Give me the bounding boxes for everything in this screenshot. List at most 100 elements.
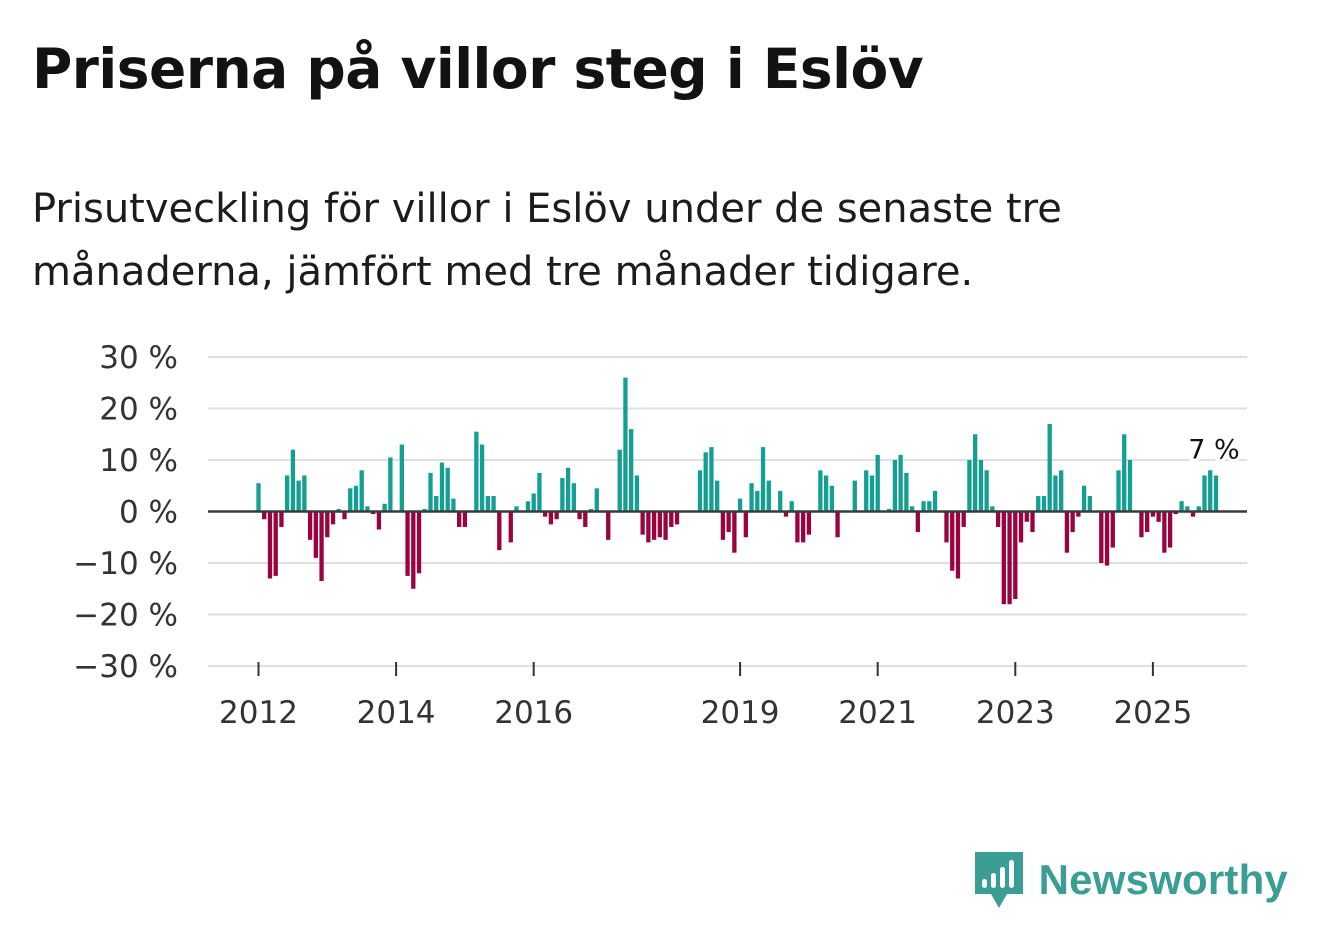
gridlines bbox=[208, 356, 1247, 667]
bar-negative bbox=[1190, 511, 1196, 517]
latest-value-annotation: 7 % bbox=[1185, 431, 1242, 468]
bar-positive bbox=[629, 429, 634, 512]
bar-negative bbox=[1139, 511, 1144, 538]
bar-positive bbox=[749, 483, 754, 512]
bar-positive bbox=[1081, 485, 1087, 512]
bar-negative bbox=[663, 511, 668, 540]
bar-positive bbox=[1179, 501, 1184, 512]
bar-positive bbox=[439, 462, 445, 512]
bar-positive bbox=[973, 434, 978, 512]
bar-positive bbox=[829, 485, 834, 512]
y-tick-label: −30 % bbox=[73, 649, 178, 685]
bar-positive bbox=[594, 488, 599, 512]
bar-positive bbox=[531, 493, 536, 512]
bar-series bbox=[256, 377, 1219, 605]
x-tick-label: 2019 bbox=[701, 695, 780, 731]
bar-negative bbox=[342, 511, 347, 520]
bar-positive bbox=[1087, 496, 1092, 512]
bar-positive bbox=[1036, 496, 1041, 512]
bar-negative bbox=[1145, 511, 1150, 533]
bar-positive bbox=[898, 454, 903, 512]
bar-negative bbox=[376, 511, 382, 530]
bar-chart: 30 %20 %10 %0 %−10 %−20 %−30 % 2012 2014 2… bbox=[73, 340, 1247, 731]
bar-negative bbox=[1150, 511, 1156, 517]
bar-positive bbox=[1053, 475, 1058, 512]
x-axis-ticks: 2012 2014 2016 2019 2021 2023 2025 bbox=[219, 662, 1192, 731]
bar-positive bbox=[491, 496, 496, 512]
bar-positive bbox=[422, 508, 427, 512]
bar-negative bbox=[543, 511, 548, 517]
y-tick-label: 20 % bbox=[99, 392, 178, 428]
bar-negative bbox=[1099, 511, 1104, 563]
bar-negative bbox=[416, 511, 422, 574]
bar-negative bbox=[462, 511, 468, 527]
bar-positive bbox=[1059, 470, 1064, 512]
bar-negative bbox=[371, 511, 376, 515]
bar-positive bbox=[537, 472, 542, 512]
bar-positive bbox=[927, 501, 932, 512]
bar-positive bbox=[990, 506, 995, 512]
bar-negative bbox=[1167, 511, 1173, 548]
bar-negative bbox=[577, 511, 582, 520]
bar-negative bbox=[325, 511, 330, 538]
bar-positive bbox=[428, 472, 433, 512]
bar-positive bbox=[634, 475, 640, 512]
bar-positive bbox=[1185, 506, 1190, 512]
bar-positive bbox=[709, 447, 714, 512]
bar-positive bbox=[302, 475, 307, 512]
bar-positive bbox=[290, 449, 296, 512]
brand-name: Newsworthy bbox=[1038, 856, 1288, 903]
y-tick-label: 30 % bbox=[99, 340, 178, 376]
bar-positive bbox=[565, 467, 571, 512]
chart-subtitle: Prisutveckling för villor i Eslöv under … bbox=[32, 186, 1062, 295]
bar-positive bbox=[715, 480, 720, 512]
bar-negative bbox=[944, 511, 949, 543]
bar-negative bbox=[795, 511, 800, 543]
bar-negative bbox=[554, 511, 559, 520]
bar-positive bbox=[388, 457, 393, 512]
bar-positive bbox=[887, 508, 892, 512]
bar-positive bbox=[932, 490, 938, 512]
bar-negative bbox=[1018, 511, 1024, 543]
bar-negative bbox=[801, 511, 806, 543]
bar-positive bbox=[967, 460, 972, 512]
bar-negative bbox=[1001, 511, 1006, 605]
x-tick-label: 2023 bbox=[976, 695, 1055, 731]
bar-negative bbox=[313, 511, 318, 558]
bar-positive bbox=[1213, 475, 1219, 512]
bar-negative bbox=[457, 511, 462, 527]
bar-positive bbox=[823, 475, 829, 512]
bar-positive bbox=[285, 475, 290, 512]
bar-negative bbox=[1104, 511, 1110, 566]
bar-positive bbox=[904, 472, 909, 512]
bar-positive bbox=[485, 496, 490, 512]
bar-positive bbox=[525, 501, 531, 512]
y-tick-label: −20 % bbox=[73, 598, 178, 634]
bar-positive bbox=[921, 501, 926, 512]
bar-positive bbox=[737, 498, 743, 512]
bar-negative bbox=[279, 511, 284, 527]
bar-negative bbox=[651, 511, 657, 540]
bar-negative bbox=[262, 511, 267, 520]
bar-positive bbox=[434, 496, 439, 512]
y-tick-label: 0 % bbox=[119, 495, 178, 531]
bar-positive bbox=[514, 506, 519, 512]
bar-negative bbox=[1162, 511, 1167, 553]
bar-positive bbox=[588, 508, 594, 512]
bar-positive bbox=[359, 470, 364, 512]
bar-negative bbox=[273, 511, 278, 576]
bar-negative bbox=[726, 511, 731, 533]
bar-negative bbox=[606, 511, 611, 540]
y-axis-ticks: 30 % 20 % 10 % 0 % −10 % −20 % −30 % bbox=[73, 340, 178, 685]
bar-positive bbox=[348, 488, 353, 512]
latest-value-label: 7 % bbox=[1188, 434, 1239, 465]
bar-negative bbox=[1064, 511, 1070, 553]
bar-positive bbox=[1196, 506, 1201, 512]
bar-positive bbox=[560, 478, 565, 512]
bar-negative bbox=[915, 511, 920, 533]
bar-positive bbox=[869, 475, 875, 512]
bar-positive bbox=[256, 483, 261, 512]
bar-negative bbox=[1024, 511, 1029, 522]
bar-positive bbox=[571, 483, 576, 512]
bar-negative bbox=[1156, 511, 1161, 522]
